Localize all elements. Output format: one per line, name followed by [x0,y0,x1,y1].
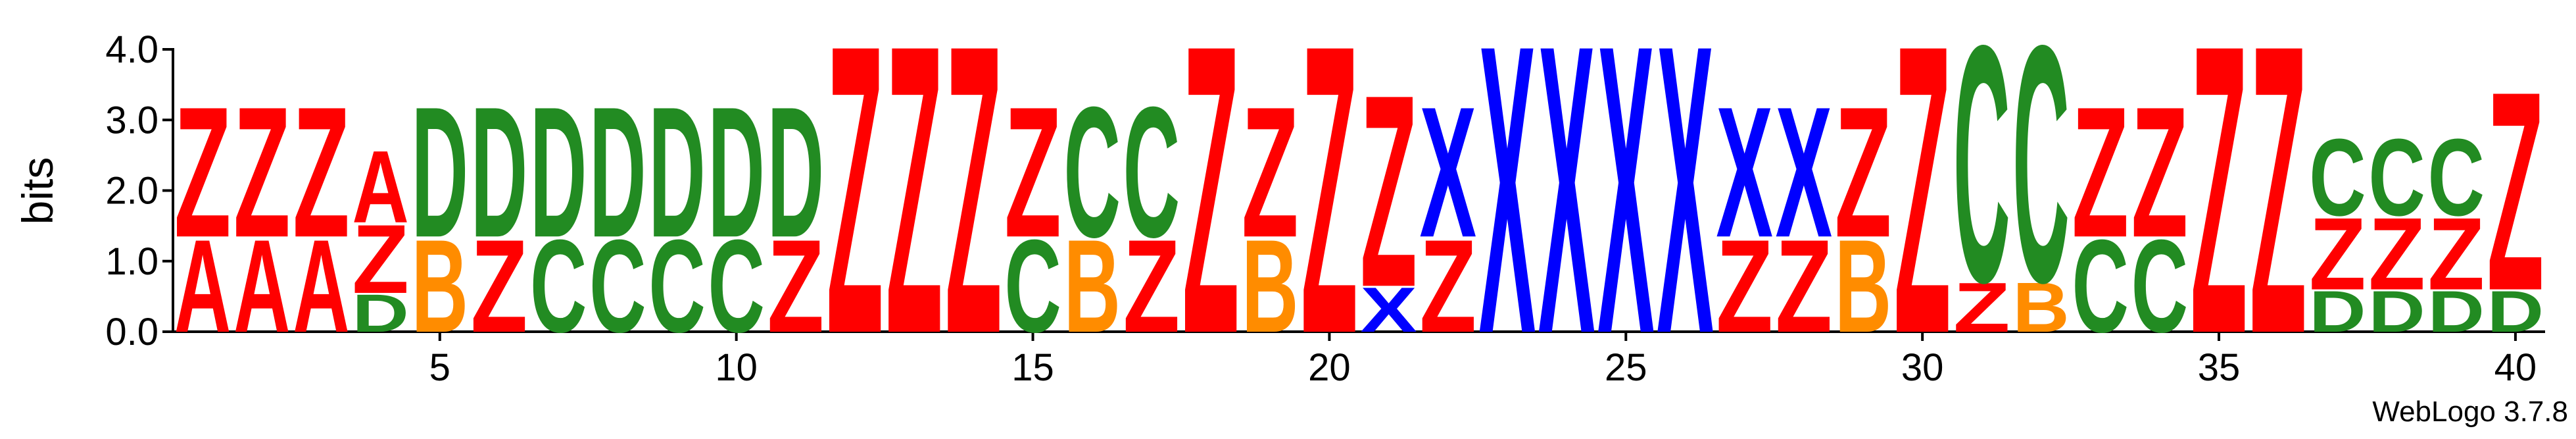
logo-letter: A [293,213,350,361]
y-tick-label: 0.0 [105,311,158,353]
logo-letter: D [767,68,825,276]
logo-letter: Z [1242,68,1299,276]
logo-letter: D [708,68,765,276]
logo-letter: Z [2427,196,2485,311]
logo-letter: X [1538,0,1595,419]
logo-letter: X [1419,68,1476,276]
x-tick-label: 10 [715,346,758,389]
logo-letter: A [174,213,231,361]
logo-letter: Z [2072,68,2129,276]
logo-letter: Z [1776,213,1833,360]
logo-letter: D [2487,279,2544,345]
logo-letter: C [530,213,587,361]
logo-letter: D [471,68,528,276]
logo-letter: X [1657,0,1714,419]
logo-letter: Z [2250,0,2307,420]
logo-letter: A [352,129,409,244]
y-tick-label: 3.0 [105,99,158,142]
logo-letter: X [1776,68,1833,276]
logo-letter: A [233,213,291,361]
logo-letter: Z [827,0,884,420]
logo-letter: Z [2487,33,2544,350]
logo-letter: C [2427,115,2485,238]
logo-letter: C [2131,213,2189,361]
logo-letter: D [412,68,469,276]
logo-letter: C [2309,115,2366,238]
y-tick-label: 4.0 [105,28,158,71]
logo-letter: C [648,213,706,361]
logo-letter: D [648,68,706,276]
logo-letter: Z [2309,196,2366,311]
x-tick-label: 5 [429,346,450,389]
x-tick-label: 30 [1901,346,1944,389]
logo-letter: C [1953,0,2010,353]
logo-letter: C [1004,213,1061,361]
logo-letter: Z [233,68,291,276]
logo-letter: Z [174,68,231,276]
logo-letter: Z [1894,0,1951,420]
footer: WebLogo 3.7.8 [2372,396,2568,428]
logo-letter: X [1479,0,1536,419]
logo-letter: Z [1716,213,1773,360]
logo-letter: Z [293,68,350,276]
logo-letter: Z [352,204,409,314]
logo-letter: X [1597,0,1655,419]
logo-letter: Z [1004,68,1061,276]
x-tick-label: 40 [2494,346,2537,389]
logo-letter: X [1716,68,1773,276]
logo-letter: D [2368,279,2425,345]
logo-letter: D [2309,279,2366,345]
logo-letter: B [412,213,469,361]
logo-letter: B [1063,213,1121,361]
logo-letter: X [1360,274,1417,346]
x-tick-label: 25 [1605,346,1647,389]
logo-letter: C [1123,68,1180,276]
logo-letter: C [708,213,765,361]
logo-letter: C [2012,0,2070,353]
logo-letter: Z [1360,38,1417,345]
logo-letter: D [2427,279,2485,345]
logo-letter: C [2072,213,2129,361]
logo-letter: Z [2368,196,2425,311]
logo-letter: Z [1123,213,1180,360]
logo-letter: Z [1953,268,2010,347]
logo-letter: Z [945,0,1002,420]
x-tick-label: 35 [2198,346,2241,389]
logo-letter: C [1063,68,1121,276]
logo-letter: Z [1301,0,1358,420]
logo-letter: Z [2131,68,2189,276]
logo-letter: D [352,283,409,344]
logo-letter: Z [2191,0,2248,420]
logo-letter: B [2012,269,2070,348]
logo-letter: Z [767,213,825,360]
logo-letter: Z [1182,0,1240,420]
y-axis-label: bits [13,157,62,225]
logo-letter: Z [886,0,943,420]
logo-letter: B [1242,213,1299,361]
logo-letter: D [589,68,646,276]
x-tick-label: 20 [1308,346,1351,389]
y-tick-label: 2.0 [105,170,158,213]
logo-letter: C [2368,115,2425,238]
logo-letter: D [530,68,587,276]
logo-letter: Z [471,213,528,360]
logo-letter: Z [1835,68,1892,276]
logo-letter: C [589,213,646,361]
y-tick-label: 1.0 [105,240,158,283]
logo-letter: Z [1419,213,1476,360]
logo-letter: B [1835,213,1892,361]
x-tick-label: 15 [1011,346,1054,389]
